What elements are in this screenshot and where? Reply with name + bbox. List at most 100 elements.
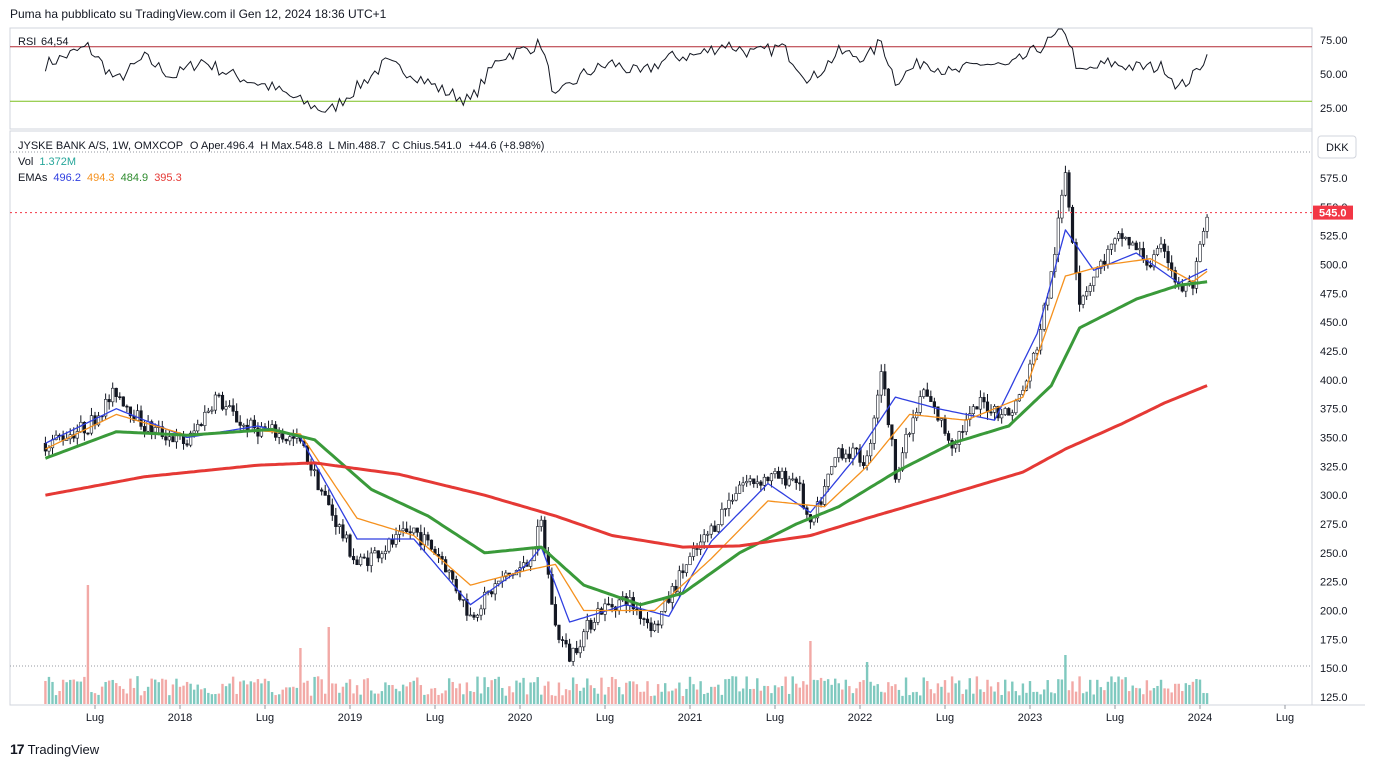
volume-bar [710,686,713,704]
volume-bar [596,693,600,704]
candle-body [925,389,929,397]
volume-bar [943,680,947,704]
candle-body [876,394,880,419]
candle-body [376,550,380,559]
volume-bar [802,681,805,704]
time-tick-label: 2019 [338,712,362,724]
volume-bar [76,681,79,704]
volume-bar [536,677,539,704]
price-tick-label: 325.0 [1320,461,1348,473]
candle-body [93,415,97,426]
volume-bar [1113,682,1117,704]
candle-body [1067,172,1071,208]
symbol-name[interactable]: JYSKE BANK A/S, 1W, OMXCOP [18,140,183,152]
candle-body [869,442,873,457]
volume-bar [348,679,352,704]
candle-body [1201,231,1206,245]
candle-body [861,462,866,466]
tradingview-logo-icon[interactable]: 17 [10,741,25,757]
candle-body [660,610,664,626]
close-label: C [391,140,400,152]
last-price-badge [1313,205,1353,220]
ema-line-1 [45,229,1208,623]
volume-bar [869,681,872,704]
candle-body [327,495,331,506]
volume-bar [532,682,536,704]
volume-bar [58,690,61,704]
volume-bar [143,691,146,704]
candle-body [1070,206,1075,243]
time-tick-label: Lug [936,712,954,724]
candle-body [86,432,90,435]
volume-bar [926,681,929,704]
volume-bar [664,683,667,704]
currency-label: DKK [1326,142,1349,154]
volume-bar [107,680,111,704]
volume-bar [79,681,83,704]
candle-body [227,405,232,407]
volume-bar [851,693,855,704]
candle-body [1127,236,1131,246]
volume-bar [911,692,915,704]
candle-body [543,519,547,553]
footer-brand[interactable]: TradingView [27,741,100,757]
candle-body [362,556,366,559]
candle-body [961,431,965,433]
currency-badge[interactable] [1317,135,1357,159]
volume-bar [554,695,557,704]
candle-body [645,618,650,624]
candle-body [426,534,430,541]
volume-bar [830,684,833,704]
candle-body [475,614,480,618]
candle-body [199,424,203,426]
candle-body [837,448,841,458]
ema-value-2: 494.3 [87,172,115,184]
price-tick-label: 425.0 [1320,346,1348,358]
volume-bar [593,688,596,704]
volume-bar [270,692,274,704]
candle-body [479,608,483,616]
price-tick-label: 300.0 [1320,490,1348,502]
volume-bar [161,678,164,704]
volume-bar [1096,679,1099,704]
candle-body [1106,249,1110,265]
volume-bar [511,692,515,704]
candle-body [989,411,993,414]
volume-bar [83,676,86,704]
candle-body [288,436,292,442]
volume-bar [345,682,348,704]
time-tick-label: Lug [86,712,104,724]
candle-body [1081,295,1085,305]
candle-body [412,527,416,534]
candle-body [164,436,168,441]
candle-body [238,421,242,426]
candle-body [1088,285,1092,292]
volume-bar [324,693,327,704]
volume-bar [1127,691,1131,704]
candle-body [716,524,720,532]
candle-body [975,406,979,410]
candle-body [1155,248,1160,255]
candle-body [482,591,487,610]
candle-body [567,643,572,662]
candle-body [401,528,405,532]
candle-body [741,482,745,486]
candle-body [334,515,338,527]
volume-bar [1092,694,1095,704]
volume-bar [858,681,862,704]
time-tick-label: Lug [1106,712,1124,724]
candle-body [408,531,412,534]
candle-body [606,603,611,606]
candle-body [589,620,593,630]
candle-body [1198,243,1202,262]
volume-bar [256,679,260,704]
candle-body [192,430,196,434]
volume-bar [1110,676,1113,704]
volume-bar [646,681,649,704]
candle-body [125,405,129,408]
volume-bar [86,585,90,704]
candle-body [107,399,111,403]
volume-bar [749,689,752,704]
volume-bar [430,688,433,704]
